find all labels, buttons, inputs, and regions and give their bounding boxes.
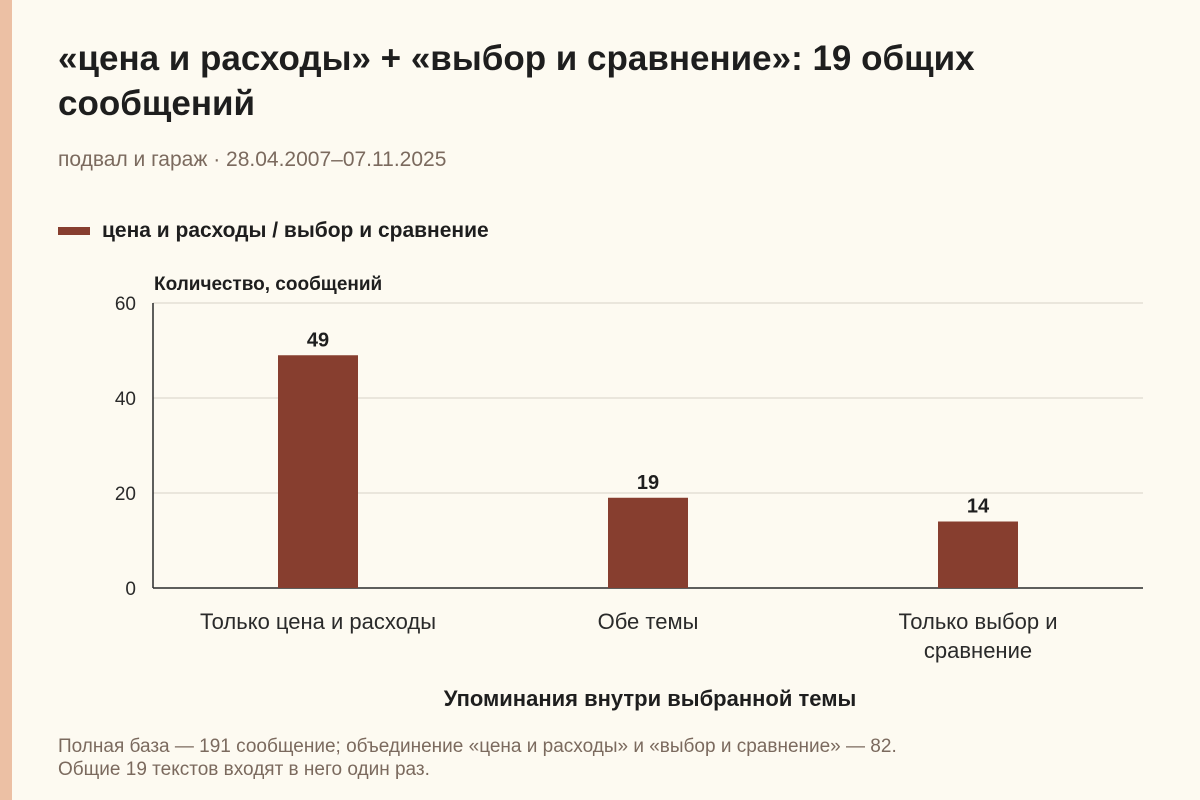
bar xyxy=(278,355,358,588)
x-tick-label: Только выбор и xyxy=(899,609,1058,634)
y-tick-label: 60 xyxy=(115,294,136,315)
x-axis-label: Упоминания внутри выбранной темы xyxy=(443,686,857,711)
legend-swatch xyxy=(58,227,90,235)
legend: цена и расходы / выбор и сравнение xyxy=(58,219,489,243)
bar xyxy=(608,497,688,588)
y-axis-label: Количество, сообщений xyxy=(154,274,383,295)
y-tick-label: 40 xyxy=(115,389,136,410)
footnote: Полная база — 191 сообщение; объединение… xyxy=(58,735,1158,781)
footnote-line-2: Общие 19 текстов входят в него один раз. xyxy=(58,759,430,780)
bar-value-label: 14 xyxy=(967,496,990,518)
y-tick-label: 20 xyxy=(115,484,136,505)
x-tick-label: Только цена и расходы xyxy=(200,609,436,634)
bar-value-label: 19 xyxy=(637,472,659,494)
y-tick-label: 0 xyxy=(125,579,136,600)
left-accent-bar xyxy=(0,0,12,800)
bar-value-label: 49 xyxy=(307,329,329,351)
legend-label: цена и расходы / выбор и сравнение xyxy=(102,219,489,242)
x-tick-label: Обе темы xyxy=(598,609,699,634)
chart-subtitle: подвал и гараж · 28.04.2007–07.11.2025 xyxy=(58,148,447,171)
footnote-line-1: Полная база — 191 сообщение; объединение… xyxy=(58,736,897,757)
x-tick-label: сравнение xyxy=(924,638,1032,663)
bar xyxy=(938,521,1018,588)
chart-title: «цена и расходы» + «выбор и сравнение»: … xyxy=(58,39,975,123)
